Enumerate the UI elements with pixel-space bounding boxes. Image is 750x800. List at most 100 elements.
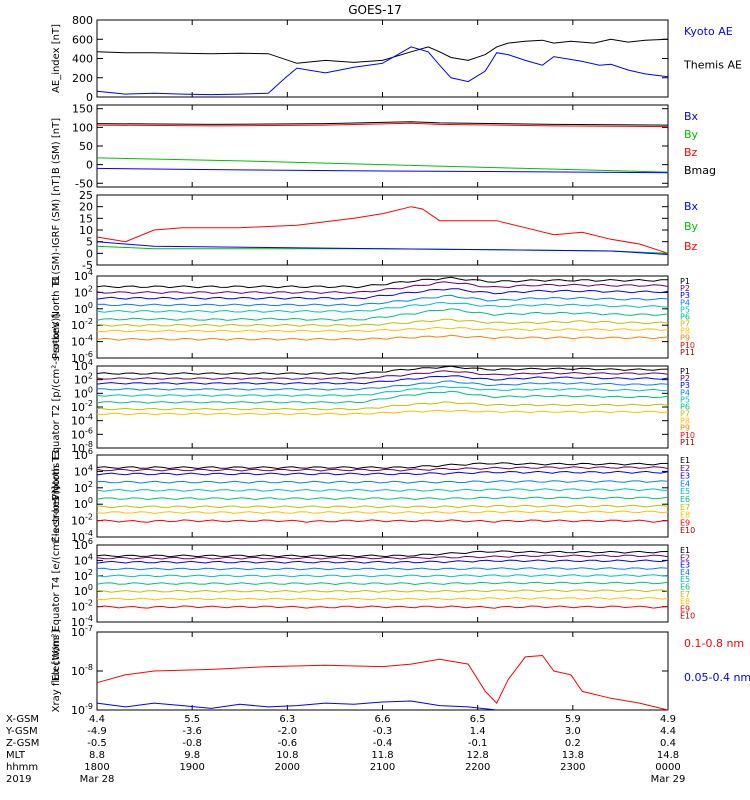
legend-item: E10: [680, 526, 695, 535]
legend-item: Themis AE: [683, 59, 742, 72]
ephemeris-cell: -0.5: [87, 738, 107, 749]
y-tick-exponent: 0: [88, 583, 93, 592]
y-tick-label: 104: [74, 463, 93, 478]
series-line-e1: [96, 550, 669, 558]
ephemeris-cell: 0.2: [565, 738, 581, 749]
y-tick-label: 5: [86, 236, 93, 249]
y-tick-label: 15: [79, 212, 93, 225]
ephemeris-cell: 4.4: [660, 726, 676, 737]
series-line-p7: [96, 401, 669, 411]
series-line-e6: [96, 496, 669, 501]
legend-item: P9: [680, 334, 690, 343]
legend-item: Kyoto AE: [684, 25, 733, 38]
ephemeris-cell: 6.6: [375, 714, 391, 725]
legend-item: P1: [680, 367, 690, 376]
legend-item: Bz: [684, 240, 698, 253]
series-line-e8: [96, 510, 669, 514]
legend-item: E9: [680, 604, 690, 613]
series-line-bz: [96, 122, 669, 128]
ephemeris-row-label: Y-GSM: [5, 726, 38, 737]
legend-item: E3: [680, 561, 690, 570]
y-tick-exponent: -8: [85, 663, 93, 672]
series-line-e5: [96, 488, 669, 492]
y-tick-exponent: 0: [88, 301, 93, 310]
series-line-p1: [96, 276, 669, 289]
ephemeris-cell: Mar 29: [651, 774, 686, 785]
legend-item: P1: [680, 277, 690, 286]
y-tick-exponent: -2: [85, 599, 93, 608]
y-tick-exponent: 2: [88, 372, 93, 381]
series-line-e1: [96, 462, 669, 470]
legend-item: E8: [680, 511, 690, 520]
series-line-p5: [96, 386, 669, 397]
ephemeris-cell: 1.4: [470, 726, 486, 737]
ephemeris-cell: 2300: [560, 762, 585, 773]
series-line-e2: [96, 554, 669, 560]
legend-item: P6: [680, 402, 690, 411]
panel-frame: [96, 19, 669, 98]
ephemeris-cell: -3.6: [182, 726, 202, 737]
y-tick-exponent: -2: [85, 399, 93, 408]
y-tick-label: 50: [79, 140, 93, 153]
y-axis-label: Xray flux [W/m²]: [51, 630, 62, 713]
y-axis-label: Electrons Equator T4 [e/(cm²-s-sr-keV)]: [51, 486, 62, 681]
series-line-p3: [96, 288, 669, 300]
y-tick-label: 10-2: [71, 513, 93, 528]
series-line-p9: [96, 334, 669, 341]
legend-item: P8: [680, 417, 690, 426]
legend-item: P3: [680, 291, 690, 300]
ephemeris-row-label: Z-GSM: [6, 738, 39, 749]
y-tick-label: 400: [72, 53, 93, 66]
legend-item: P4: [680, 298, 690, 307]
legend-item: E4: [680, 479, 690, 488]
series-line-e9: [96, 519, 669, 523]
ephemeris-cell: 12.8: [467, 750, 489, 761]
ephemeris-cell: -0.1: [468, 738, 488, 749]
y-tick-exponent: -7: [85, 624, 93, 633]
y-tick-label: 0: [86, 159, 93, 172]
y-axis-label: B (SM)-IGRF (SM) [nT]: [51, 175, 62, 284]
legend-item: P10: [680, 431, 695, 440]
y-tick-exponent: 2: [88, 480, 93, 489]
ephemeris-cell: 0000: [655, 762, 680, 773]
panel-0: 0 200 400 600 800 AE_index [nT] Kyoto AE Themis…: [51, 14, 742, 104]
y-tick-exponent: 4: [88, 552, 93, 561]
series-line-by: [96, 245, 669, 254]
legend-item: P4: [680, 388, 690, 397]
y-tick-label: 600: [72, 33, 93, 46]
legend-item: E3: [680, 472, 690, 481]
ephemeris-cell: 5.9: [565, 714, 581, 725]
y-axis-label: Protons North T1: [51, 275, 62, 359]
series-line-bx: [96, 167, 669, 174]
legend-item: E5: [680, 575, 690, 584]
ephemeris-row-label: MLT: [6, 750, 26, 761]
legend-item: E8: [680, 597, 690, 606]
y-tick-exponent: -6: [85, 350, 93, 359]
ephemeris-cell: -0.6: [278, 738, 298, 749]
ephemeris-row-label: 2019: [6, 774, 31, 785]
series-line-e7: [96, 589, 669, 593]
y-tick-label: 104: [74, 268, 93, 283]
y-tick-label: 800: [72, 14, 93, 27]
legend-item: 0.1-0.8 nm: [684, 637, 744, 650]
legend-item: P8: [680, 327, 690, 336]
y-tick-exponent: 2: [88, 284, 93, 293]
y-tick-label: 10-2: [71, 599, 93, 614]
legend-item: E1: [680, 456, 690, 465]
series-line-e3: [96, 559, 669, 564]
y-tick-label: 20: [79, 201, 93, 214]
y-tick-exponent: 4: [88, 358, 93, 367]
series-line-e3: [96, 470, 669, 476]
legend-item: P5: [680, 305, 690, 314]
panel-1: -50 0 50 100 150 B (SM) [nT] Bx By Bz Bmag: [51, 103, 716, 191]
legend-item: E4: [680, 568, 690, 577]
ephemeris-cell: 9.8: [184, 750, 200, 761]
ephemeris-cell: 8.8: [89, 750, 105, 761]
series-line-p4: [96, 380, 669, 391]
series-line-0-1-0-8-nm: [96, 654, 669, 711]
ephemeris-cell: 4.4: [89, 714, 105, 725]
ephemeris-cell: 4.9: [660, 714, 676, 725]
legend-item: E9: [680, 518, 690, 527]
y-tick-exponent: -6: [85, 426, 93, 435]
